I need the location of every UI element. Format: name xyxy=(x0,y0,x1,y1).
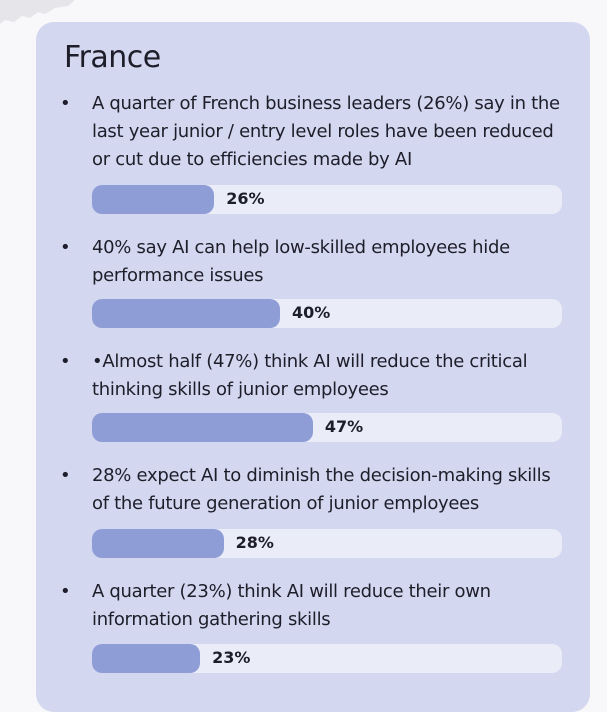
bullet-icon: • xyxy=(60,465,71,486)
france-stats-card: France • A quarter of French business le… xyxy=(36,22,590,712)
stat-text: •Almost half (47%) think AI will reduce … xyxy=(92,351,528,400)
map-outline-decoration xyxy=(0,0,75,24)
progress-fill xyxy=(92,413,313,442)
bullet-icon: • xyxy=(60,351,71,372)
progress-bar: 28% xyxy=(92,529,562,558)
stat-text: 28% expect AI to diminish the decision-m… xyxy=(92,465,551,514)
progress-bar: 40% xyxy=(92,299,562,328)
progress-fill xyxy=(92,299,280,328)
progress-value: 23% xyxy=(212,648,251,667)
bullet-icon: • xyxy=(60,93,71,114)
bullet-icon: • xyxy=(60,581,71,602)
progress-value: 40% xyxy=(292,303,331,322)
progress-fill xyxy=(92,529,224,558)
progress-fill xyxy=(92,644,201,673)
progress-fill xyxy=(92,185,215,214)
progress-bar: 47% xyxy=(92,413,562,442)
progress-value: 47% xyxy=(324,417,364,436)
stat-text: A quarter (23%) think AI will reduce the… xyxy=(92,581,491,630)
progress-bar: 23% xyxy=(92,644,562,673)
progress-value: 28% xyxy=(235,533,274,552)
progress-bar: 26% xyxy=(92,185,562,214)
progress-value: 26% xyxy=(226,189,265,208)
stat-text: A quarter of French business leaders (26… xyxy=(92,93,560,170)
card-title: France xyxy=(64,40,161,75)
bullet-icon: • xyxy=(60,237,71,258)
stat-text: 40% say AI can help low-skilled employee… xyxy=(92,237,510,286)
